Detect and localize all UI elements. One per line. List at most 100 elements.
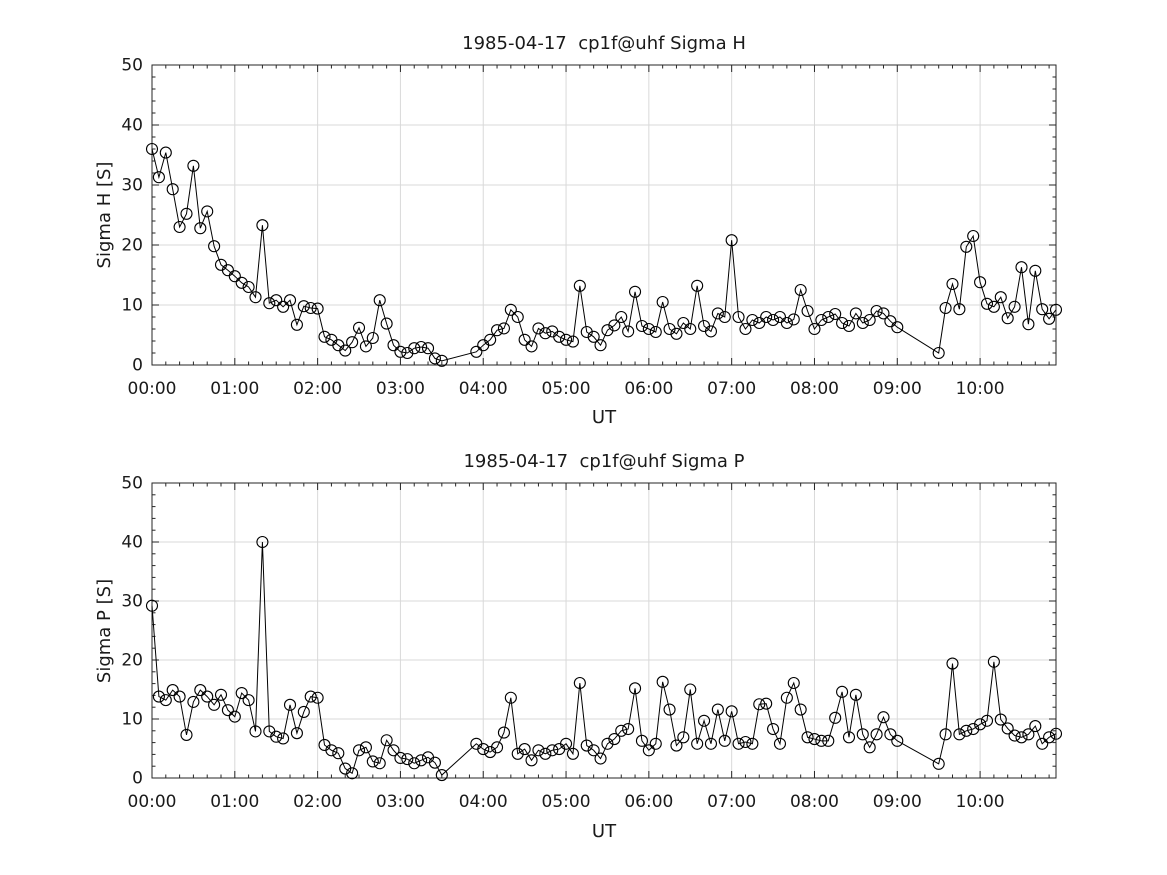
data-point-marker — [166, 183, 179, 196]
data-point-marker — [290, 727, 303, 740]
sigma-p-plot: 00:00 01:00 02:00 03:00 04:00 05:00 06:00 07:00… — [121, 474, 1063, 812]
y-tick-label: 50 — [121, 56, 143, 76]
data-point-marker — [670, 327, 683, 340]
data-point-marker — [987, 300, 1000, 313]
data-point-marker — [559, 737, 573, 750]
data-point-marker — [718, 310, 731, 324]
data-point-marker — [387, 339, 400, 352]
data-point-marker — [628, 682, 642, 695]
data-point-marker — [891, 734, 904, 747]
data-point-marker — [1008, 729, 1021, 742]
data-point-marker — [297, 300, 310, 313]
data-point-marker — [1043, 312, 1056, 325]
data-point-marker — [974, 718, 987, 731]
x-tick-label: 10:00 — [956, 792, 1005, 812]
data-point-marker — [794, 283, 807, 297]
data-point-marker — [1043, 731, 1056, 744]
data-point-marker — [753, 698, 766, 711]
data-point-marker — [373, 757, 386, 770]
data-point-marker — [208, 698, 221, 711]
data-point-marker — [187, 159, 200, 172]
data-point-marker — [980, 297, 994, 310]
data-point-marker — [228, 710, 241, 723]
data-point-marker — [1049, 303, 1063, 316]
data-point-marker — [794, 703, 807, 716]
data-point-marker — [332, 747, 345, 760]
data-point-marker — [152, 690, 165, 703]
x-tick-label: 06:00 — [624, 792, 673, 812]
data-point-marker — [573, 676, 586, 690]
data-point-marker — [787, 313, 800, 326]
data-point-marker — [601, 737, 614, 750]
data-point-marker — [656, 295, 669, 309]
data-point-marker — [339, 762, 352, 775]
y-tick-label: 0 — [132, 356, 143, 376]
data-point-marker — [1036, 303, 1049, 316]
data-point-marker — [497, 726, 510, 739]
data-point-marker — [511, 310, 524, 324]
data-point-marker — [566, 335, 580, 348]
data-point-marker — [967, 229, 980, 243]
data-point-marker — [1049, 727, 1063, 740]
y-tick-label: 40 — [121, 116, 143, 136]
data-point-marker — [366, 331, 379, 345]
data-point-marker — [559, 333, 573, 346]
data-point-marker — [346, 336, 359, 349]
y-tick-label: 0 — [132, 769, 143, 789]
data-point-marker — [511, 747, 524, 760]
y-tick-label: 30 — [121, 176, 143, 196]
data-point-marker — [490, 741, 504, 754]
sigma-p-xlabel: UT — [591, 821, 617, 842]
data-point-marker — [746, 737, 759, 750]
data-point-marker — [539, 327, 552, 340]
data-point-marker — [553, 330, 566, 343]
data-point-marker — [594, 339, 607, 352]
data-point-marker — [394, 751, 407, 764]
data-point-marker — [256, 535, 269, 549]
data-point-marker — [1001, 722, 1014, 735]
data-point-marker — [635, 319, 649, 333]
data-point-marker — [159, 694, 172, 707]
data-point-marker — [1015, 731, 1028, 744]
data-point-marker — [870, 304, 883, 318]
y-tick-label: 10 — [121, 710, 143, 730]
x-tick-label: 08:00 — [790, 792, 839, 812]
data-point-marker — [870, 728, 883, 741]
data-point-marker — [566, 747, 580, 760]
data-point-marker — [863, 741, 876, 754]
x-tick-label: 06:00 — [624, 379, 673, 399]
x-tick-label: 04:00 — [459, 792, 508, 812]
data-point-marker — [311, 302, 324, 315]
data-point-marker — [325, 744, 338, 757]
data-point-marker — [615, 310, 628, 324]
data-point-marker — [194, 222, 207, 235]
data-point-marker — [304, 301, 317, 315]
x-tick-label: 01:00 — [210, 379, 259, 399]
data-line — [151, 541, 1057, 776]
data-point-marker — [960, 240, 973, 253]
data-point-marker — [836, 316, 849, 330]
data-point-marker — [159, 146, 172, 159]
data-point-marker — [166, 684, 179, 697]
data-point-marker — [815, 313, 828, 327]
y-tick-label: 10 — [121, 296, 143, 316]
data-point-marker — [635, 734, 649, 747]
data-point-marker — [290, 318, 303, 331]
data-point-marker — [684, 322, 697, 336]
data-point-marker — [725, 705, 738, 718]
data-point-marker — [787, 676, 800, 690]
y-tick-label: 20 — [121, 651, 143, 671]
data-point-marker — [628, 285, 642, 298]
data-point-marker — [297, 705, 310, 718]
data-point-marker — [573, 279, 586, 292]
data-point-marker — [387, 744, 400, 757]
data-point-marker — [967, 722, 980, 736]
data-point-marker — [1008, 300, 1021, 313]
data-point-marker — [504, 691, 517, 704]
data-point-marker — [767, 313, 780, 327]
data-point-marker — [532, 744, 545, 757]
sigma-p-title: 1985-04-17 cp1f@uhf Sigma P — [463, 451, 745, 472]
data-point-marker — [484, 745, 497, 759]
data-point-marker — [380, 734, 393, 747]
